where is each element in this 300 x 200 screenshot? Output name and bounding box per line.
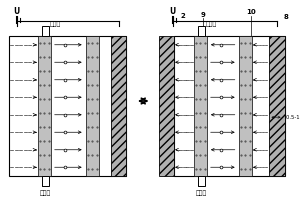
Text: 再生液: 再生液	[196, 190, 207, 196]
Bar	[174, 36, 285, 176]
Bar	[238, 36, 252, 176]
Bar	[159, 36, 174, 176]
Text: U: U	[14, 7, 20, 16]
Bar	[268, 36, 285, 176]
Text: 0.5-1 c: 0.5-1 c	[286, 115, 300, 120]
Bar	[42, 176, 49, 186]
Text: 8: 8	[283, 14, 288, 20]
Text: U: U	[169, 7, 175, 16]
Bar	[9, 36, 126, 176]
Text: 2: 2	[180, 13, 185, 19]
Bar	[85, 36, 99, 176]
Bar	[198, 176, 205, 186]
Bar	[194, 36, 207, 176]
Text: 再生液: 再生液	[206, 21, 217, 27]
Bar	[42, 26, 49, 36]
Text: 10: 10	[246, 9, 256, 15]
Bar	[38, 36, 51, 176]
Bar	[198, 26, 205, 36]
Text: 9: 9	[201, 12, 206, 18]
Text: 原料液: 原料液	[40, 190, 51, 196]
Text: 滲透液: 滲透液	[50, 21, 61, 27]
Bar	[111, 36, 126, 176]
